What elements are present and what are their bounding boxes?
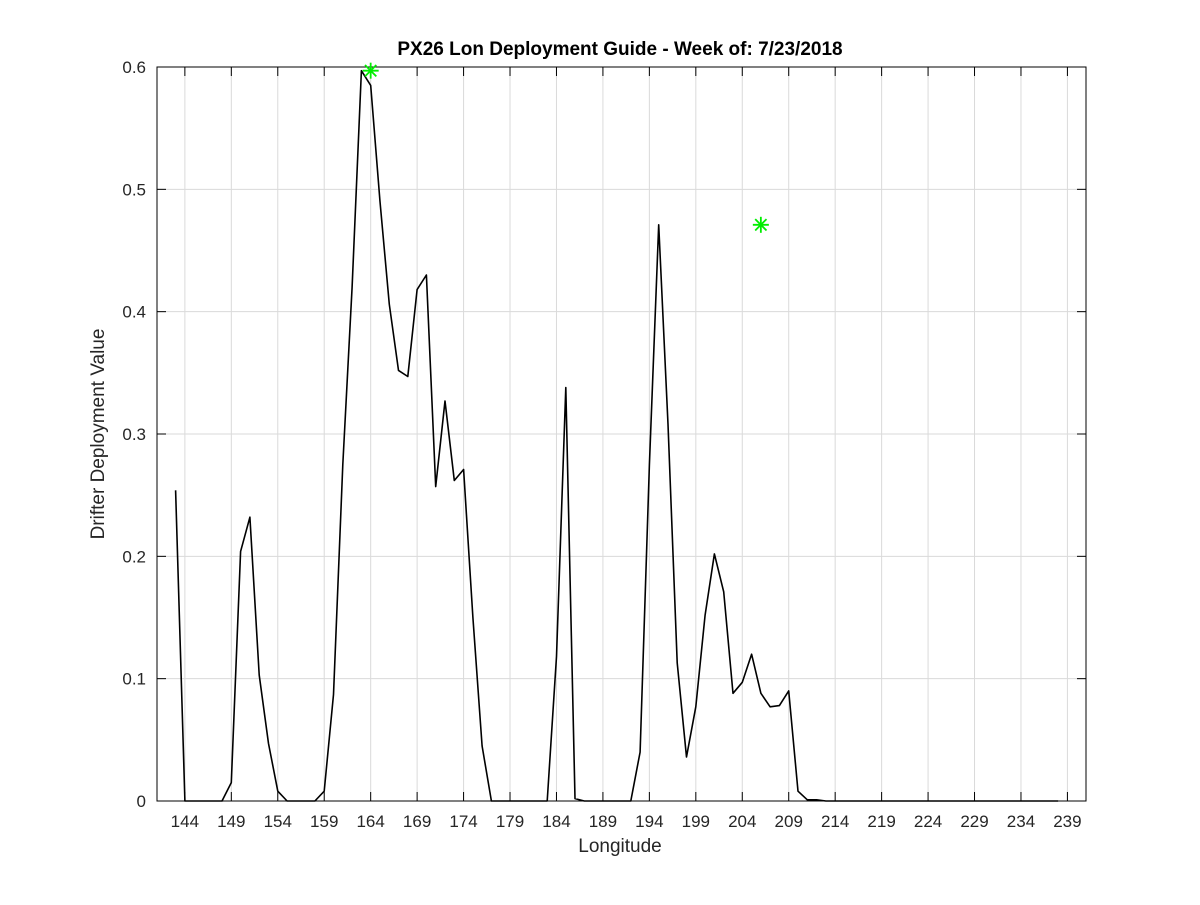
y-tick-label: 0: [137, 792, 146, 811]
x-tick-label: 194: [635, 812, 663, 831]
x-tick-label: 149: [217, 812, 245, 831]
x-tick-label: 144: [171, 812, 199, 831]
x-axis-label: Longitude: [578, 836, 661, 857]
y-tick-label: 0.6: [122, 58, 146, 77]
x-tick-label: 159: [310, 812, 338, 831]
chart-title: PX26 Lon Deployment Guide - Week of: 7/2…: [397, 39, 842, 60]
x-tick-label: 209: [775, 812, 803, 831]
x-tick-label: 229: [960, 812, 988, 831]
x-tick-label: 189: [589, 812, 617, 831]
y-tick-labels: 0 0.1 0.2 0.3 0.4 0.5 0.6: [122, 58, 146, 811]
y-axis-label: Drifter Deployment Value: [88, 329, 109, 540]
y-tick-label: 0.2: [122, 547, 146, 566]
peak-markers: [362, 62, 769, 233]
x-tick-label: 224: [914, 812, 942, 831]
series-line: [174, 69, 1059, 802]
grid-lines: [157, 66, 1086, 802]
x-tick-label: 154: [264, 812, 292, 831]
x-tick-label: 174: [449, 812, 477, 831]
x-tick-label: 204: [728, 812, 756, 831]
x-tick-label: 214: [821, 812, 849, 831]
y-tick-label: 0.1: [122, 670, 146, 689]
x-tick-label: 199: [682, 812, 710, 831]
x-tick-label: 179: [496, 812, 524, 831]
x-tick-label: 164: [356, 812, 384, 831]
marker-stroke: [364, 64, 377, 77]
marker-stroke: [754, 218, 768, 232]
y-tick-label: 0.3: [122, 425, 146, 444]
x-tick-label: 169: [403, 812, 431, 831]
x-tick-label: 234: [1007, 812, 1035, 831]
x-tick-label: 184: [542, 812, 570, 831]
x-tick-labels: 144 149 154 159 164 169 174 179 184 189 194 199 204 2…: [171, 812, 1082, 831]
y-tick-label: 0.4: [122, 303, 146, 322]
x-tick-label: 219: [867, 812, 895, 831]
y-tick-label: 0.5: [122, 180, 146, 199]
peak-marker: [752, 216, 769, 233]
peak-marker: [362, 62, 379, 79]
x-tick-label: 239: [1053, 812, 1081, 831]
